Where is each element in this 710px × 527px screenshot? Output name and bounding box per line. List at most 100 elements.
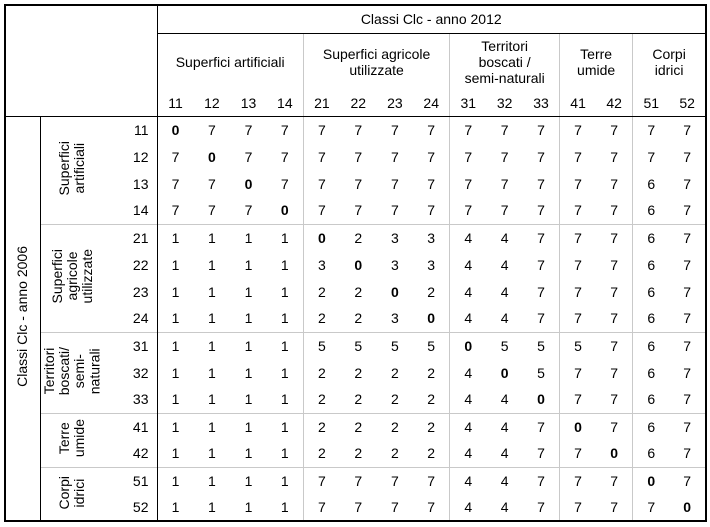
matrix-cell: 7 xyxy=(610,202,619,219)
matrix-cell: 1 xyxy=(156,278,194,305)
matrix-cell: 7 xyxy=(427,175,436,192)
matrix-cell: 7 xyxy=(683,283,692,300)
row-group-label: Territori boscati/ semi- naturali xyxy=(40,331,104,413)
matrix-cell: 1 xyxy=(193,223,231,251)
row-id: 41 xyxy=(104,412,157,440)
row-id: 14 xyxy=(132,202,149,219)
matrix-cell: 4 xyxy=(449,251,487,278)
matrix-cell: 6 xyxy=(632,386,670,413)
matrix-cell: 7 xyxy=(390,175,399,192)
table-row: 42 1 1 1 1 2 2 2 2 4 4 7 7 0 6 7 xyxy=(5,440,706,467)
matrix-cell: 7 xyxy=(427,499,436,515)
matrix-cell: 6 xyxy=(632,170,670,197)
matrix-cell: 0 xyxy=(559,412,597,440)
matrix-cell: 0 xyxy=(449,331,487,359)
corner-cell xyxy=(5,5,158,117)
matrix-cell: 1 xyxy=(244,445,253,462)
matrix-cell: 2 xyxy=(427,364,436,381)
matrix-cell: 1 xyxy=(244,256,253,273)
matrix-cell: 7 xyxy=(632,116,670,143)
matrix-cell: 4 xyxy=(500,391,509,408)
matrix-cell: 7 xyxy=(390,202,399,219)
matrix-cell: 4 xyxy=(449,223,487,251)
matrix-cell: 5 xyxy=(486,331,523,359)
matrix-cell: 7 xyxy=(413,466,450,494)
matrix-cell: 2 xyxy=(390,445,399,462)
matrix-cell: 7 xyxy=(537,121,545,138)
matrix-cell: 4 xyxy=(486,466,523,494)
matrix-cell: 1 xyxy=(244,391,253,408)
matrix-cell: 7 xyxy=(302,466,340,494)
matrix-cell: 7 xyxy=(280,148,289,165)
matrix-cell: 0 xyxy=(537,391,545,408)
matrix-cell: 7 xyxy=(156,170,194,197)
matrix-cell: 2 xyxy=(354,283,363,300)
matrix-cell: 2 xyxy=(376,412,414,440)
matrix-cell: 7 xyxy=(302,170,340,197)
matrix-cell: 7 xyxy=(537,256,545,273)
col-id: 12 xyxy=(193,90,231,117)
matrix-cell: 7 xyxy=(559,197,597,224)
matrix-cell: 4 xyxy=(449,466,487,494)
matrix-cell: 2 xyxy=(302,359,340,386)
col-id: 13 xyxy=(230,90,267,117)
matrix-cell: 6 xyxy=(632,359,670,386)
matrix-cell: 2 xyxy=(302,412,340,440)
matrix-cell: 2 xyxy=(302,278,340,305)
row-id: 21 xyxy=(104,223,157,251)
row-id: 31 xyxy=(104,331,157,359)
matrix-cell: 1 xyxy=(207,445,216,462)
matrix-cell: 5 xyxy=(302,331,340,359)
row-id: 52 xyxy=(132,499,149,515)
table-row: 12 7 0 7 7 7 7 7 7 7 7 7 7 7 7 7 xyxy=(5,143,706,170)
matrix-cell: 2 xyxy=(413,412,450,440)
matrix-cell: 7 xyxy=(683,175,692,192)
col-group-label: Terre umide xyxy=(559,33,633,90)
row-id: 33 xyxy=(132,391,149,408)
matrix-cell: 2 xyxy=(339,412,377,440)
matrix-cell: 7 xyxy=(537,202,545,219)
matrix-cell: 1 xyxy=(266,412,304,440)
matrix-cell: 5 xyxy=(413,331,450,359)
matrix-cell: 1 xyxy=(280,256,289,273)
matrix-cell: 1 xyxy=(244,310,253,327)
matrix-cell: 7 xyxy=(207,175,216,192)
matrix-cell: 7 xyxy=(683,256,692,273)
matrix-cell: 5 xyxy=(339,331,377,359)
matrix-cell: 7 xyxy=(354,499,363,515)
matrix-cell: 1 xyxy=(207,499,216,515)
matrix-cell: 7 xyxy=(559,440,597,467)
col-id: 14 xyxy=(266,90,304,117)
matrix-cell: 6 xyxy=(632,305,670,332)
matrix-cell: 7 xyxy=(559,223,597,251)
col-axis-title: Classi Clc - anno 2012 xyxy=(156,5,706,34)
matrix-cell: 7 xyxy=(280,175,289,192)
matrix-cell: 4 xyxy=(449,412,487,440)
matrix-cell: 7 xyxy=(449,116,487,143)
table-body: Classi Clc - anno 2006 Superfici artifici… xyxy=(5,116,706,521)
matrix-cell: 7 xyxy=(302,197,340,224)
matrix-cell: 5 xyxy=(559,331,597,359)
matrix-cell: 7 xyxy=(669,223,706,251)
row-group-label: Terre umide xyxy=(40,412,104,467)
matrix-cell: 7 xyxy=(683,391,692,408)
matrix-cell: 7 xyxy=(683,364,692,381)
matrix-cell: 4 xyxy=(449,386,487,413)
col-id: 42 xyxy=(596,90,633,117)
table-row: 24 1 1 1 1 2 2 3 0 4 4 7 7 7 6 7 xyxy=(5,305,706,332)
row-group-label-text: Terre umide xyxy=(56,419,88,458)
matrix-cell: 7 xyxy=(610,499,619,515)
matrix-cell: 7 xyxy=(559,170,597,197)
matrix-cell: 4 xyxy=(449,440,487,467)
matrix-cell: 7 xyxy=(596,223,633,251)
matrix-cell: 1 xyxy=(244,364,253,381)
matrix-cell: 1 xyxy=(156,251,194,278)
matrix-cell: 7 xyxy=(669,466,706,494)
matrix-cell: 7 xyxy=(500,175,509,192)
matrix-cell: 0 xyxy=(610,445,619,462)
col-id: 31 xyxy=(449,90,487,117)
matrix-cell: 1 xyxy=(193,412,231,440)
col-id: 52 xyxy=(669,90,706,117)
matrix-cell: 7 xyxy=(683,202,692,219)
matrix-cell: 7 xyxy=(537,175,545,192)
